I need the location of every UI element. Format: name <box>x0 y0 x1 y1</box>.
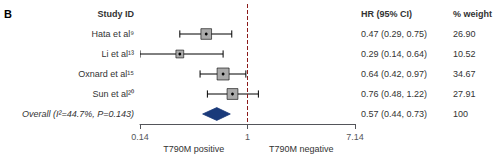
svg-text:Sun et al²⁰: Sun et al²⁰ <box>92 89 134 99</box>
svg-text:7.14: 7.14 <box>346 132 364 142</box>
svg-text:0.29 (0.14, 0.64): 0.29 (0.14, 0.64) <box>361 49 427 59</box>
svg-text:27.91: 27.91 <box>453 89 476 99</box>
svg-text:10.52: 10.52 <box>453 49 476 59</box>
svg-text:26.90: 26.90 <box>453 29 476 39</box>
svg-text:0.14: 0.14 <box>131 132 149 142</box>
svg-text:% weight: % weight <box>453 9 492 19</box>
svg-text:T790M positive: T790M positive <box>163 144 224 154</box>
svg-text:Overall (I²=44.7%, P=0.143): Overall (I²=44.7%, P=0.143) <box>22 109 134 119</box>
svg-text:T790M negative: T790M negative <box>269 144 334 154</box>
svg-text:0.76 (0.48, 1.22): 0.76 (0.48, 1.22) <box>361 89 427 99</box>
svg-text:0.64 (0.42, 0.97): 0.64 (0.42, 0.97) <box>361 69 427 79</box>
svg-text:1: 1 <box>245 132 250 142</box>
svg-text:100: 100 <box>453 109 468 119</box>
svg-text:B: B <box>4 8 12 20</box>
svg-text:Study ID: Study ID <box>97 9 134 19</box>
svg-text:Oxnard et al¹⁵: Oxnard et al¹⁵ <box>78 69 134 79</box>
svg-text:Hata et al⁹: Hata et al⁹ <box>92 29 135 39</box>
svg-text:HR (95% CI): HR (95% CI) <box>361 9 412 19</box>
svg-text:0.57 (0.44, 0.73): 0.57 (0.44, 0.73) <box>361 109 427 119</box>
svg-text:34.67: 34.67 <box>453 69 476 79</box>
svg-text:0.47 (0.29, 0.75): 0.47 (0.29, 0.75) <box>361 29 427 39</box>
svg-text:Li et al¹³: Li et al¹³ <box>101 49 134 59</box>
